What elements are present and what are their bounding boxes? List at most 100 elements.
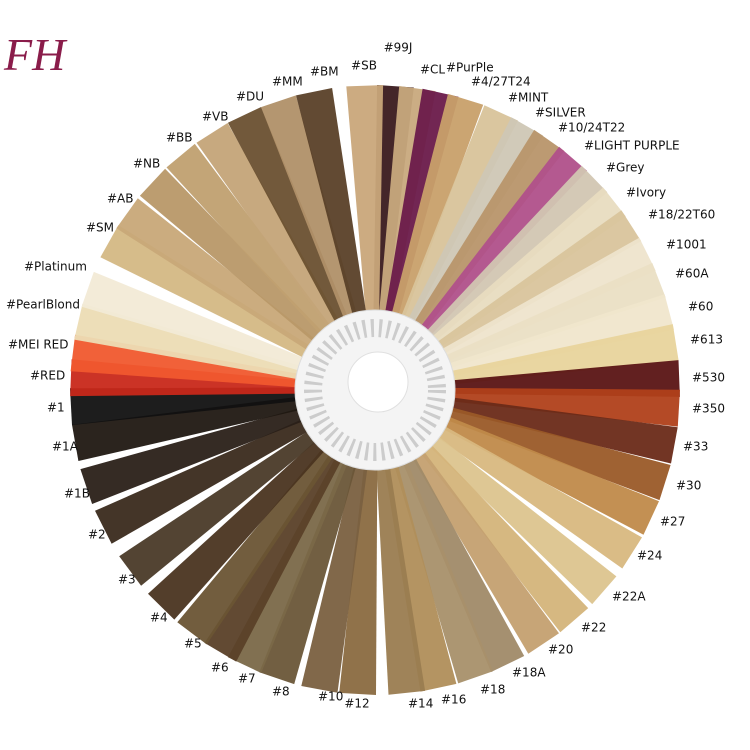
color-label: #RED xyxy=(30,369,65,383)
color-label: #27 xyxy=(660,515,685,529)
color-label: #613 xyxy=(690,333,723,347)
color-label: #5 xyxy=(184,637,202,651)
logo: FH xyxy=(3,29,68,80)
color-label: #NB xyxy=(133,157,160,171)
ring-hole xyxy=(347,351,409,413)
hair-strand xyxy=(412,294,674,385)
hair-strands xyxy=(70,85,680,695)
hair-strand xyxy=(374,429,426,695)
color-label: #SB xyxy=(351,59,377,73)
color-label: #33 xyxy=(683,440,708,454)
labels: #99J#SB #CL #PurPle#4/27T24#MINT#SILVER#10… xyxy=(6,41,725,711)
hair-strand xyxy=(414,387,680,427)
hair-strand xyxy=(393,129,565,361)
hair-strand xyxy=(414,360,680,397)
color-label: #PurPle xyxy=(446,61,494,75)
hair-strand xyxy=(259,426,367,685)
hair-strand xyxy=(397,416,589,633)
color-label: #DU xyxy=(236,90,264,104)
hair-strand xyxy=(397,146,587,363)
color-label: #1A xyxy=(52,440,79,454)
hair-strand xyxy=(261,95,367,354)
color-label: #MEI RED xyxy=(8,338,69,352)
hair-strand xyxy=(382,93,484,354)
hair-strand xyxy=(100,225,343,375)
hair-strand xyxy=(403,187,626,370)
color-label: #60 xyxy=(688,300,713,314)
color-label: #18A xyxy=(512,666,546,680)
color-label: #60A xyxy=(675,267,709,281)
hair-strand xyxy=(74,303,338,386)
color-label: #24 xyxy=(637,549,662,563)
color-label: #22A xyxy=(612,590,646,604)
color-label: #PearlBlond xyxy=(6,298,80,312)
color-label: #1B xyxy=(64,487,90,501)
color-label: #20 xyxy=(548,643,573,657)
hair-strand xyxy=(339,429,378,695)
hair-strand xyxy=(409,402,659,535)
hair-strand xyxy=(406,407,642,569)
hair-strand xyxy=(95,403,342,544)
color-label: #12 xyxy=(344,697,369,711)
hair-strand xyxy=(80,398,339,504)
hair-strand xyxy=(411,397,671,501)
color-label: #530 xyxy=(692,371,725,385)
color-label: #2 xyxy=(88,528,106,542)
hair-strand xyxy=(378,427,457,692)
center-ring xyxy=(294,309,456,471)
color-label: #18/22T60 xyxy=(648,208,715,222)
color-label: #14 xyxy=(408,697,433,711)
color-label: #4/27T24 xyxy=(471,75,531,89)
hair-strand xyxy=(166,143,354,363)
color-label: #MM xyxy=(272,75,303,89)
color-label: #CL xyxy=(420,63,445,77)
hair-strand xyxy=(413,392,678,464)
color-label: #6 xyxy=(211,661,229,675)
hair-strand xyxy=(70,387,336,426)
color-label: #10 xyxy=(318,690,343,704)
color-label: #1001 xyxy=(666,238,707,252)
hair-strand xyxy=(204,421,359,662)
hair-strand xyxy=(148,414,351,620)
hair-strand xyxy=(346,85,384,351)
color-label: #MINT xyxy=(508,91,549,105)
hair-strand xyxy=(116,198,346,371)
color-label: #16 xyxy=(441,693,466,707)
hair-strand xyxy=(196,123,358,359)
color-label: #LIGHT PURPLE xyxy=(584,139,680,153)
color-label: #BB xyxy=(166,131,193,145)
color-label: #3 xyxy=(118,573,136,587)
color-label: #8 xyxy=(272,685,290,699)
tag-edges xyxy=(304,319,446,461)
hair-strand xyxy=(177,418,355,645)
hair-strand xyxy=(139,168,350,367)
color-label: #VB xyxy=(202,110,229,124)
hair-strand xyxy=(296,88,372,353)
hair-strand xyxy=(413,324,679,389)
color-label: #350 xyxy=(692,402,725,416)
hair-strand xyxy=(227,107,363,357)
color-label: #Grey xyxy=(606,161,645,175)
hair-strand xyxy=(400,165,608,366)
color-label: #1 xyxy=(47,401,65,415)
color-label: #30 xyxy=(676,479,701,493)
color-label: #SM xyxy=(86,221,114,235)
color-label: #10/24T22 xyxy=(558,121,625,135)
hair-strand xyxy=(410,263,666,381)
color-label: #Ivory xyxy=(626,186,666,200)
hair-strand xyxy=(405,210,642,373)
color-label: #18 xyxy=(480,683,505,697)
color-label: #22 xyxy=(581,621,606,635)
hair-strand xyxy=(387,105,518,356)
hair-strand xyxy=(301,428,373,693)
color-label: #BM xyxy=(310,65,339,79)
color-label: #AB xyxy=(107,192,134,206)
color-label: #7 xyxy=(238,672,256,686)
hair-strand xyxy=(81,271,340,382)
hair-strand xyxy=(383,425,493,684)
hair-strand xyxy=(72,392,337,461)
hair-strand xyxy=(393,420,559,654)
hair-strand xyxy=(119,409,346,586)
hair-strand xyxy=(388,423,525,672)
